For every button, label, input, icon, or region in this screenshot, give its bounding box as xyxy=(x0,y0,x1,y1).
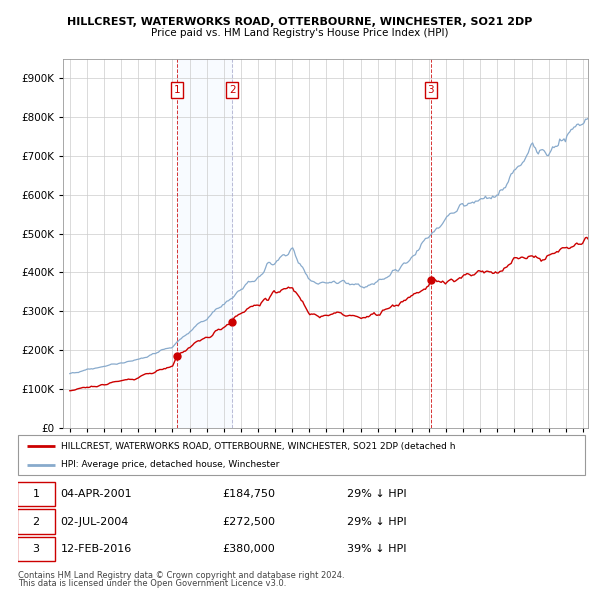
Text: 29% ↓ HPI: 29% ↓ HPI xyxy=(347,517,406,526)
FancyBboxPatch shape xyxy=(17,509,55,534)
Text: 1: 1 xyxy=(32,489,40,499)
Text: 1: 1 xyxy=(173,85,180,95)
Text: £380,000: £380,000 xyxy=(222,544,275,554)
Text: 29% ↓ HPI: 29% ↓ HPI xyxy=(347,489,406,499)
Text: This data is licensed under the Open Government Licence v3.0.: This data is licensed under the Open Gov… xyxy=(18,579,286,588)
Text: 3: 3 xyxy=(32,544,40,554)
Text: 12-FEB-2016: 12-FEB-2016 xyxy=(61,544,132,554)
FancyBboxPatch shape xyxy=(17,537,55,561)
Text: 04-APR-2001: 04-APR-2001 xyxy=(61,489,132,499)
Text: 02-JUL-2004: 02-JUL-2004 xyxy=(61,517,129,526)
Text: HILLCREST, WATERWORKS ROAD, OTTERBOURNE, WINCHESTER, SO21 2DP (detached h: HILLCREST, WATERWORKS ROAD, OTTERBOURNE,… xyxy=(61,441,455,451)
Text: £272,500: £272,500 xyxy=(222,517,275,526)
Text: Price paid vs. HM Land Registry's House Price Index (HPI): Price paid vs. HM Land Registry's House … xyxy=(151,28,449,38)
FancyBboxPatch shape xyxy=(18,435,585,475)
Text: £184,750: £184,750 xyxy=(222,489,275,499)
FancyBboxPatch shape xyxy=(17,482,55,506)
Text: HPI: Average price, detached house, Winchester: HPI: Average price, detached house, Winc… xyxy=(61,460,279,470)
Text: 2: 2 xyxy=(32,517,40,526)
Text: Contains HM Land Registry data © Crown copyright and database right 2024.: Contains HM Land Registry data © Crown c… xyxy=(18,571,344,579)
Text: 3: 3 xyxy=(427,85,434,95)
Bar xyxy=(177,59,232,428)
Text: HILLCREST, WATERWORKS ROAD, OTTERBOURNE, WINCHESTER, SO21 2DP: HILLCREST, WATERWORKS ROAD, OTTERBOURNE,… xyxy=(67,17,533,27)
Text: 2: 2 xyxy=(229,85,236,95)
Text: 39% ↓ HPI: 39% ↓ HPI xyxy=(347,544,406,554)
